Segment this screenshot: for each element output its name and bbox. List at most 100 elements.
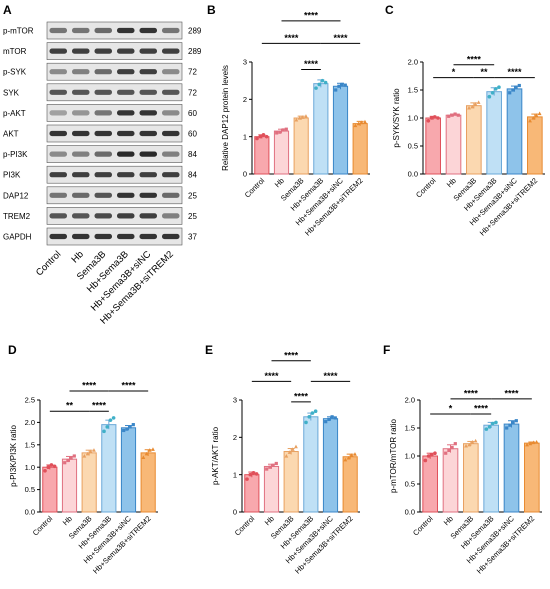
blot-band (117, 213, 135, 219)
blot-band (139, 130, 157, 137)
blot-row-p-pi3k: p-PI3K 84 (3, 145, 197, 163)
blot-band (162, 89, 180, 95)
data-point (147, 448, 152, 452)
blot-strip (46, 227, 183, 246)
data-point (450, 113, 454, 117)
blot-band (72, 89, 90, 95)
data-point (314, 86, 318, 90)
blot-band (162, 27, 180, 34)
blot-band (117, 27, 135, 34)
data-point (255, 136, 259, 141)
significance-label: ** (66, 401, 74, 411)
data-point (72, 454, 76, 458)
data-point (473, 102, 478, 106)
blot-row-mtor: mTOR 289 (3, 42, 202, 60)
blot-band (72, 69, 90, 75)
bar (524, 442, 540, 513)
data-point (490, 421, 495, 426)
data-point (290, 447, 295, 451)
data-point (105, 425, 110, 429)
data-point (46, 465, 51, 470)
bar (466, 105, 482, 175)
blot-band (72, 110, 90, 116)
bar (283, 451, 299, 513)
data-point (470, 440, 475, 444)
bar (303, 416, 319, 513)
data-point (49, 463, 54, 467)
blot-band (139, 89, 157, 95)
data-point (310, 411, 315, 415)
significance-label: **** (464, 388, 479, 398)
data-point (444, 451, 448, 455)
bar (81, 452, 97, 513)
data-point (429, 453, 434, 457)
data-point (534, 440, 539, 444)
data-point (484, 427, 489, 431)
blot-band (94, 89, 112, 95)
bar (101, 424, 117, 513)
y-tick-label: 1.0 (25, 463, 35, 472)
data-point (490, 91, 495, 95)
significance-label: **** (294, 391, 309, 401)
data-point (261, 133, 266, 137)
data-point (304, 420, 308, 425)
data-point (265, 467, 269, 471)
blot-protein-label: p-SYK (3, 68, 27, 77)
significance-label: **** (467, 54, 482, 64)
blot-band (49, 213, 67, 219)
y-tick-label: 0.5 (25, 485, 35, 494)
blot-band (117, 192, 135, 198)
bar (120, 427, 137, 513)
x-category-label: Control (233, 514, 257, 538)
data-point (63, 461, 67, 465)
data-point (264, 134, 269, 139)
y-tick-label: 3 (233, 396, 237, 405)
data-point (497, 85, 501, 89)
blot-band (49, 110, 67, 116)
data-point (300, 115, 305, 119)
blot-band (94, 130, 112, 137)
y-tick-label: 0 (233, 508, 237, 517)
data-point (307, 415, 312, 419)
blot-protein-label: p-PI3K (3, 150, 28, 159)
blot-band (162, 192, 180, 198)
data-point (275, 131, 279, 135)
data-point (337, 84, 341, 88)
data-point (353, 123, 358, 128)
blot-group-label: Hb (69, 249, 85, 265)
data-point (534, 113, 539, 117)
y-tick-label: 1.5 (405, 424, 415, 433)
blot-kda-label: 60 (188, 109, 197, 118)
bar (483, 424, 499, 513)
data-point (447, 448, 451, 452)
data-point (281, 128, 285, 132)
blot-protein-label: GAPDH (3, 233, 32, 242)
y-tick-label: 2 (243, 95, 247, 104)
blot-band (94, 172, 112, 178)
blot-band (162, 69, 180, 75)
blot-band (117, 110, 135, 116)
data-point (245, 477, 249, 481)
data-point (514, 85, 518, 89)
blot-row-akt: AKT 60 (3, 124, 197, 143)
data-point (111, 416, 116, 420)
blot-band (72, 48, 90, 54)
blot-strip (46, 83, 183, 102)
blot-protein-label: mTOR (3, 47, 27, 56)
blot-strip (46, 165, 183, 184)
significance-label: **** (507, 67, 522, 77)
blot-band (139, 151, 157, 157)
data-point (294, 444, 298, 449)
blot-band (49, 130, 67, 137)
data-point (330, 415, 334, 419)
data-point (69, 456, 73, 460)
blot-band (117, 89, 135, 95)
blot-band (49, 48, 67, 54)
blot-band (117, 233, 135, 240)
bar (322, 418, 339, 513)
bar (42, 466, 58, 513)
blot-band (139, 48, 157, 54)
significance-label: **** (264, 371, 279, 381)
bar (442, 448, 459, 513)
